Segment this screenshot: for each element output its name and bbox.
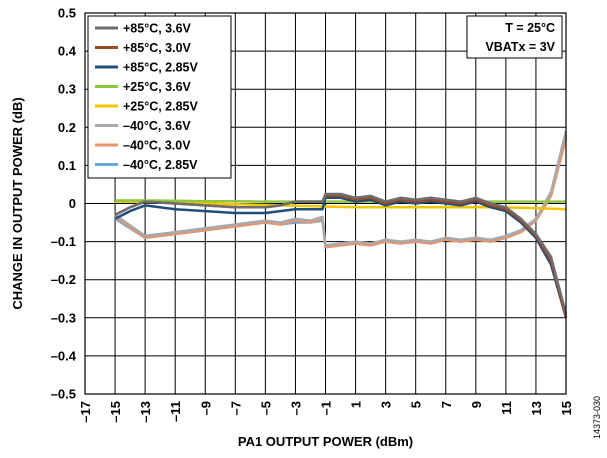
annotation-box: T = 25°C VBATx = 3V <box>466 15 563 59</box>
series-line <box>114 138 568 249</box>
legend-label: –40°C, 3.6V <box>123 119 191 133</box>
x-tick-label: 9 <box>469 401 484 408</box>
y-tick-label: –0.3 <box>51 310 76 325</box>
x-tick-label: 11 <box>499 401 514 415</box>
series-line <box>114 194 568 319</box>
legend-label: +85°C, 3.0V <box>123 41 192 55</box>
x-tick-label: –3 <box>288 401 303 415</box>
y-tick-label: 0.2 <box>58 120 76 135</box>
series-line <box>115 199 566 203</box>
y-axis-title: CHANGE IN OUTPUT POWER (dB) <box>10 97 25 309</box>
annotation-temperature: T = 25°C <box>505 21 555 35</box>
series-line <box>114 196 568 319</box>
legend-box <box>87 15 232 179</box>
legend-label: +85°C, 3.6V <box>123 22 192 36</box>
legend-label: +85°C, 2.85V <box>123 61 199 75</box>
y-tick-label: –0.5 <box>51 387 76 402</box>
x-tick-label: –7 <box>228 401 243 415</box>
y-tick-label: –0.2 <box>51 272 76 287</box>
figure-id: 14373-030 <box>592 396 602 439</box>
series-line <box>114 192 568 315</box>
y-tick-label: 0 <box>69 196 76 211</box>
y-tick-label: –0.4 <box>51 348 77 363</box>
y-tick-label: 0.3 <box>58 82 76 97</box>
x-tick-label: –9 <box>198 401 213 415</box>
y-tick-label: 0.1 <box>58 158 76 173</box>
legend-label: +25°C, 2.85V <box>123 100 199 114</box>
x-axis-title: PA1 OUTPUT POWER (dBm) <box>238 434 413 449</box>
x-axis-ticks: –17 –15 –13 –11 –9 –7 –5 –3 –1 1 3 5 7 9 11 13 15 <box>78 401 574 423</box>
x-tick-label: –5 <box>258 401 273 415</box>
series-layer <box>114 130 568 319</box>
x-tick-label: 15 <box>559 401 574 415</box>
x-tick-label: 13 <box>529 401 544 415</box>
x-tick-label: 3 <box>379 401 394 408</box>
legend-label: –40°C, 2.85V <box>123 158 198 172</box>
annotation-vbat: VBATx = 3V <box>485 40 555 54</box>
legend: +85°C, 3.6V +85°C, 3.0V +85°C, 2.85V +25°C,… <box>87 15 232 179</box>
x-tick-label: –1 <box>319 401 334 415</box>
x-tick-label: 7 <box>439 401 454 408</box>
legend-label: –40°C, 3.0V <box>123 139 191 153</box>
series-line <box>114 130 568 247</box>
x-tick-label: –15 <box>108 401 123 423</box>
plot-border <box>84 12 567 395</box>
y-axis-ticks: –0.5 –0.4 –0.3 –0.2 –0.1 0 0.1 0.2 0.3 0.4 0.5 <box>51 6 77 402</box>
y-tick-label: 0.4 <box>58 44 77 59</box>
x-tick-label: 5 <box>409 401 424 408</box>
legend-label: +25°C, 3.6V <box>123 80 192 94</box>
annotation-background <box>466 15 563 59</box>
x-tick-label: –17 <box>78 401 93 423</box>
x-tick-label: 1 <box>349 401 364 408</box>
y-tick-label: –0.1 <box>51 234 76 249</box>
x-tick-label: –13 <box>138 401 153 423</box>
x-tick-label: –11 <box>168 401 183 422</box>
y-tick-label: 0.5 <box>58 6 76 21</box>
